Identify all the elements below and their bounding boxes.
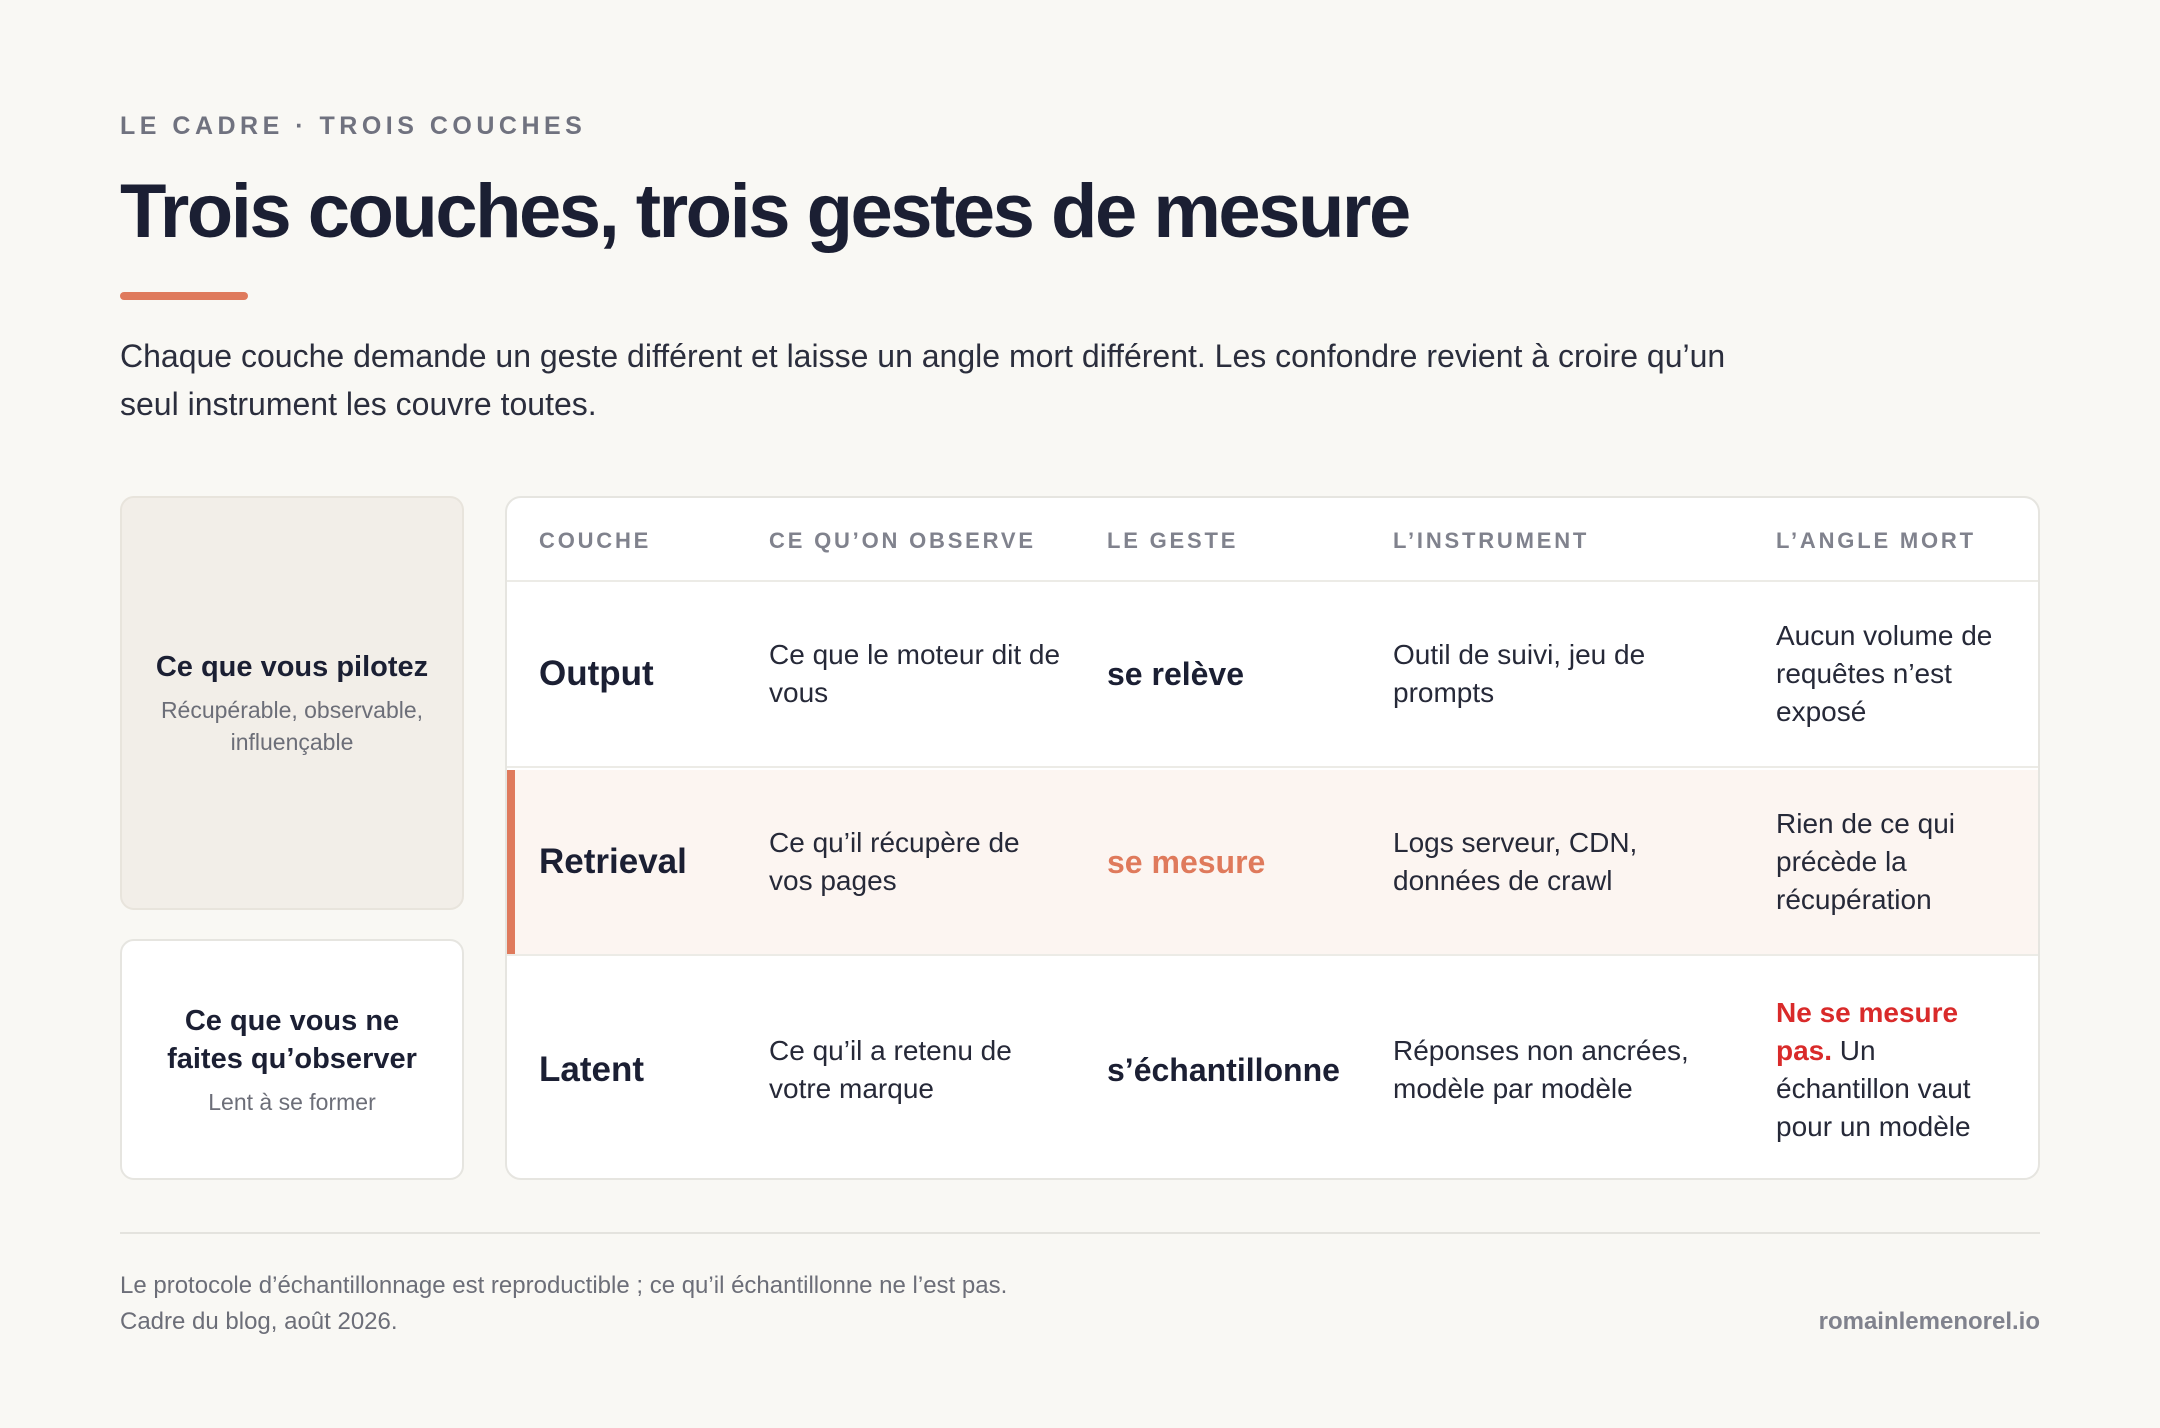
- cell-observed: Ce que le moteur dit de vous: [769, 639, 1061, 708]
- column-header-instrument: L’INSTRUMENT: [1393, 528, 1590, 553]
- table-row-latent: Latent Ce qu’il a retenu de votre marque…: [507, 958, 2038, 1178]
- layers-table: COUCHE CE QU’ON OBSERVE LE GESTE L’INSTR…: [505, 496, 2040, 1180]
- footer-note-line: Le protocole d’échantillonnage est repro…: [120, 1272, 1008, 1299]
- blind-spot-warning: Ne se mesure pas.: [1776, 997, 1959, 1066]
- highlight-bar: [507, 770, 515, 954]
- cell-gesture: s’échantillonne: [1107, 1052, 1340, 1088]
- cell-observed: Ce qu’il a retenu de votre marque: [769, 1035, 1012, 1104]
- column-header-angle-mort: L’ANGLE MORT: [1776, 528, 1976, 553]
- side-card-observer: Ce que vous ne faites qu’observer Lent à…: [120, 939, 464, 1180]
- side-card-title: Ce que vous pilotez: [155, 651, 429, 683]
- cell-instrument: Réponses non ancrées, modèle par modèle: [1393, 1035, 1689, 1104]
- cell-layer: Retrieval: [539, 842, 687, 881]
- cell-gesture: se mesure: [1107, 844, 1266, 880]
- cell-blind-spot: Rien de ce qui précède la récupération: [1776, 808, 1956, 915]
- cell-blind-spot: Ne se mesure pas. Un échantillon vaut po…: [1776, 958, 2016, 1178]
- footer-note-line: Cadre du blog, août 2026.: [120, 1308, 398, 1335]
- cell-instrument: Logs serveur, CDN, données de crawl: [1393, 827, 1638, 896]
- cell-layer: Output: [539, 654, 654, 693]
- table-header: COUCHE CE QU’ON OBSERVE LE GESTE L’INSTR…: [507, 498, 2038, 582]
- column-header-observe: CE QU’ON OBSERVE: [769, 528, 1036, 553]
- cell-instrument: Outil de suivi, jeu de prompts: [1393, 639, 1646, 708]
- blind-spot-text: Ne se mesure pas. Un échantillon vaut po…: [1776, 994, 2016, 1146]
- cell-gesture: se relève: [1107, 656, 1245, 692]
- title-accent-rule: [120, 292, 248, 300]
- side-card-subtitle: Lent à se former: [208, 1088, 376, 1115]
- footer-divider: [120, 1232, 2040, 1234]
- cell-layer: Latent: [539, 1050, 644, 1089]
- table-row-output: Output Ce que le moteur dit de vous se r…: [507, 582, 2038, 768]
- blind-spot-rest: Un échantillon vaut pour un modèle: [1776, 1035, 1971, 1142]
- column-header-couche: COUCHE: [539, 528, 652, 553]
- footer-note: Le protocole d’échantillonnage est repro…: [120, 1268, 1007, 1340]
- column-header-geste: LE GESTE: [1107, 528, 1239, 553]
- eyebrow: LE CADRE · TROIS COUCHES: [120, 112, 587, 140]
- side-card-pilotez: Ce que vous pilotez Récupérable, observa…: [120, 496, 464, 910]
- side-card-subtitle: Récupérable, observable, influençable: [160, 697, 424, 755]
- footer-site-link[interactable]: romainlemenorel.io: [1818, 1308, 2040, 1335]
- cell-blind-spot: Aucun volume de requêtes n’est exposé: [1776, 620, 1993, 727]
- cell-observed: Ce qu’il récupère de vos pages: [769, 827, 1020, 896]
- page-title: Trois couches, trois gestes de mesure: [120, 169, 1411, 254]
- intro-paragraph: Chaque couche demande un geste différent…: [120, 338, 1726, 422]
- table-row-retrieval: Retrieval Ce qu’il récupère de vos pages…: [507, 770, 2038, 956]
- side-card-title: Ce que vous ne faites qu’observer: [167, 1004, 417, 1075]
